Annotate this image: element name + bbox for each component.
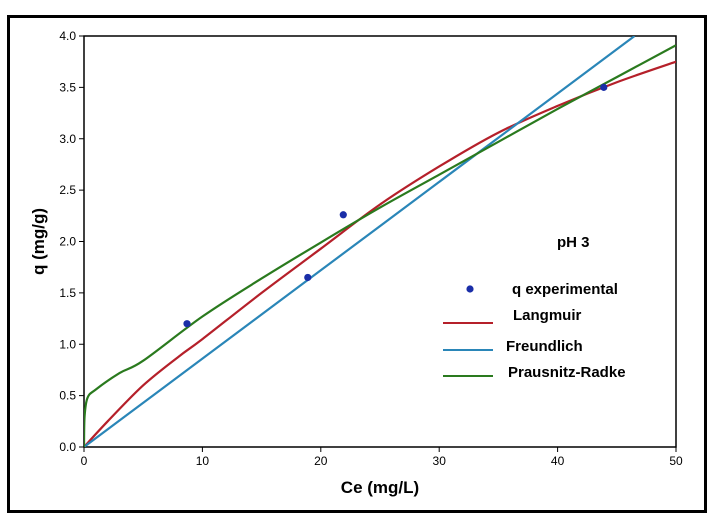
- data-point: [304, 273, 312, 282]
- data-point: [339, 211, 347, 219]
- x-axis: 0 10 20 30 40 50: [81, 447, 683, 468]
- y-tick-label: 1.0: [59, 337, 76, 351]
- x-tick-label: 0: [81, 454, 88, 468]
- legend: q experimental Langmuir Freundlich Prausnit…: [443, 281, 626, 381]
- x-tick-label: 40: [551, 454, 565, 468]
- legend-label: q experimental: [512, 281, 618, 298]
- y-tick-label: 3.5: [59, 80, 76, 94]
- series-line-prausnitz-radke: [84, 44, 676, 447]
- x-tick-label: 10: [196, 454, 210, 468]
- data-point: [600, 83, 608, 91]
- series-line-langmuir: [84, 60, 676, 447]
- y-axis-title: q (mg/g): [29, 208, 48, 275]
- legend-marker-q-experimental: [466, 285, 474, 293]
- scatter-points: [183, 83, 608, 328]
- legend-label: Langmuir: [513, 307, 581, 324]
- series-lines: [84, 36, 676, 447]
- ph-annotation: pH 3: [557, 234, 590, 251]
- data-point: [183, 320, 191, 328]
- y-tick-label: 3.0: [59, 132, 76, 146]
- chart-frame: [7, 15, 707, 513]
- y-tick-label: 1.5: [59, 286, 76, 300]
- series-line-freundlich: [84, 36, 636, 447]
- y-tick-label: 2.0: [59, 235, 76, 249]
- legend-label: Freundlich: [506, 338, 583, 355]
- y-tick-label: 2.5: [59, 183, 76, 197]
- y-axis: 0.0 0.5 1.0 1.5 2.0 2.5 3.0 3.5 4.0: [59, 29, 84, 454]
- y-tick-label: 0.0: [59, 440, 76, 454]
- legend-label: Prausnitz-Radke: [508, 364, 626, 381]
- x-tick-label: 30: [433, 454, 447, 468]
- x-tick-label: 50: [669, 454, 683, 468]
- x-axis-title: Ce (mg/L): [341, 478, 419, 497]
- y-tick-label: 4.0: [59, 29, 76, 43]
- y-tick-label: 0.5: [59, 389, 76, 403]
- x-tick-label: 20: [314, 454, 328, 468]
